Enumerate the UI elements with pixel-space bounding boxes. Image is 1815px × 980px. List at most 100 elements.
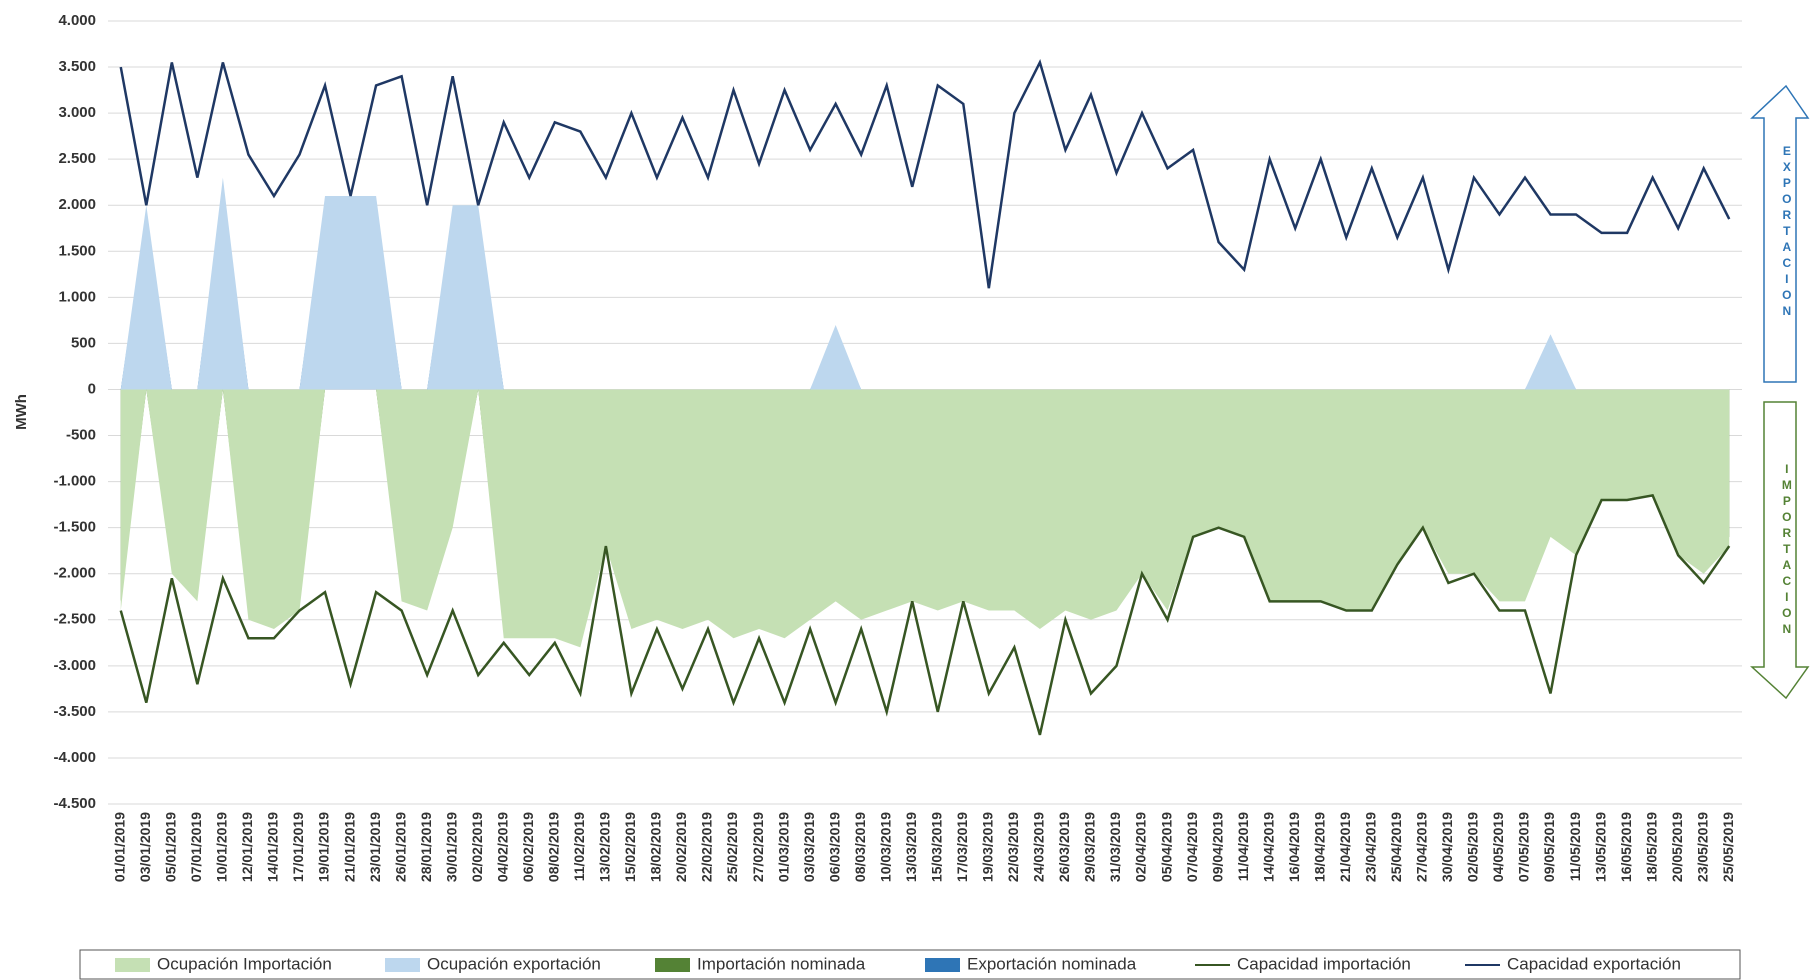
y-tick-label: 1.000 (58, 288, 96, 305)
y-axis-label: MWh (13, 394, 30, 430)
y-tick-label: 2.500 (58, 150, 96, 167)
x-tick-label: 04/02/2019 (494, 812, 510, 882)
x-tick-label: 25/05/2019 (1720, 812, 1736, 882)
y-tick-label: -3.500 (53, 703, 96, 720)
x-tick-label: 08/02/2019 (546, 812, 562, 882)
y-tick-label: -2.500 (53, 611, 96, 628)
x-tick-label: 05/01/2019 (163, 812, 179, 882)
x-tick-label: 23/01/2019 (367, 812, 383, 882)
x-tick-label: 17/03/2019 (954, 812, 970, 882)
x-tick-label: 19/03/2019 (980, 812, 996, 882)
x-tick-label: 02/02/2019 (469, 812, 485, 882)
import-annotation: IMPORTACION (1780, 462, 1794, 638)
x-tick-label: 16/04/2019 (1286, 812, 1302, 882)
x-tick-label: 02/05/2019 (1465, 812, 1481, 882)
y-tick-label: 500 (71, 334, 96, 351)
x-tick-label: 01/03/2019 (775, 812, 791, 882)
y-tick-label: 4.000 (58, 12, 96, 29)
x-tick-label: 20/05/2019 (1669, 812, 1685, 882)
legend-swatch (385, 958, 420, 972)
y-tick-label: 1.500 (58, 242, 96, 259)
area (120, 177, 1730, 390)
x-tick-label: 11/05/2019 (1567, 812, 1583, 882)
x-tick-label: 26/03/2019 (1056, 812, 1072, 882)
y-tick-label: -500 (66, 426, 96, 443)
x-tick-label: 22/03/2019 (1005, 812, 1021, 882)
y-tick-label: 3.000 (58, 104, 96, 121)
legend-swatch (655, 958, 690, 972)
x-tick-label: 13/05/2019 (1592, 812, 1608, 882)
x-tick-label: 17/01/2019 (290, 812, 306, 882)
x-tick-label: 25/04/2019 (1388, 812, 1404, 882)
import-arrow (1750, 401, 1810, 700)
x-tick-label: 23/05/2019 (1694, 812, 1710, 882)
x-tick-label: 10/01/2019 (214, 812, 230, 882)
x-tick-label: 07/01/2019 (188, 812, 204, 882)
export-arrow (1750, 84, 1810, 383)
line (119, 59, 1731, 289)
x-tick-label: 25/02/2019 (724, 812, 740, 882)
y-tick-label: 3.500 (58, 58, 96, 75)
x-tick-label: 07/04/2019 (1184, 812, 1200, 882)
x-tick-label: 18/04/2019 (1311, 812, 1327, 882)
x-tick-label: 05/04/2019 (1158, 812, 1174, 882)
x-tick-label: 18/05/2019 (1643, 812, 1659, 882)
x-tick-label: 23/04/2019 (1363, 812, 1379, 882)
x-tick-label: 21/04/2019 (1337, 812, 1353, 882)
legend-swatch (115, 958, 150, 972)
x-tick-label: 10/03/2019 (877, 812, 893, 882)
x-tick-label: 12/01/2019 (239, 812, 255, 882)
area (120, 389, 1730, 648)
x-tick-label: 11/02/2019 (571, 812, 587, 882)
x-tick-label: 04/05/2019 (1490, 812, 1506, 882)
legend-label: Exportación nominada (967, 954, 1137, 973)
x-tick-label: 09/04/2019 (1209, 812, 1225, 882)
x-tick-label: 27/02/2019 (750, 812, 766, 882)
x-tick-label: 13/03/2019 (903, 812, 919, 882)
export-annotation: EXPORTACION (1780, 144, 1794, 320)
legend-label: Ocupación Importación (157, 954, 332, 973)
x-tick-label: 15/03/2019 (928, 812, 944, 882)
x-tick-label: 22/02/2019 (699, 812, 715, 882)
x-tick-label: 30/01/2019 (443, 812, 459, 882)
x-tick-label: 31/03/2019 (1107, 812, 1123, 882)
x-tick-label: 30/04/2019 (1439, 812, 1455, 882)
x-tick-label: 24/03/2019 (1031, 812, 1047, 882)
x-tick-label: 16/05/2019 (1618, 812, 1634, 882)
y-tick-label: -1.000 (53, 473, 96, 490)
legend-label: Ocupación exportación (427, 954, 601, 973)
y-tick-label: -4.000 (53, 749, 96, 766)
line (119, 493, 1731, 736)
y-tick-label: -4.500 (53, 795, 96, 812)
x-tick-label: 06/02/2019 (520, 812, 536, 882)
x-tick-label: 06/03/2019 (826, 812, 842, 882)
x-tick-label: 29/03/2019 (1082, 812, 1098, 882)
x-tick-label: 18/02/2019 (648, 812, 664, 882)
x-tick-label: 13/02/2019 (597, 812, 613, 882)
x-tick-label: 27/04/2019 (1414, 812, 1430, 882)
x-tick-label: 11/04/2019 (1235, 812, 1251, 882)
x-tick-label: 19/01/2019 (316, 812, 332, 882)
x-tick-label: 26/01/2019 (392, 812, 408, 882)
legend-label: Capacidad importación (1237, 954, 1411, 973)
legend-label: Capacidad exportación (1507, 954, 1681, 973)
y-tick-label: -3.000 (53, 657, 96, 674)
legend-swatch (925, 958, 960, 972)
x-tick-label: 03/03/2019 (801, 812, 817, 882)
x-tick-label: 09/05/2019 (1541, 812, 1557, 882)
x-tick-label: 02/04/2019 (1133, 812, 1149, 882)
x-tick-label: 07/05/2019 (1516, 812, 1532, 882)
legend-label: Importación nominada (697, 954, 866, 973)
x-tick-label: 21/01/2019 (341, 812, 357, 882)
x-tick-label: 14/04/2019 (1260, 812, 1276, 882)
y-tick-label: -1.500 (53, 519, 96, 536)
y-tick-label: -2.000 (53, 565, 96, 582)
x-tick-label: 15/02/2019 (622, 812, 638, 882)
x-tick-label: 01/01/2019 (111, 812, 127, 882)
x-tick-label: 20/02/2019 (673, 812, 689, 882)
legend-box (79, 949, 1741, 980)
y-tick-label: 2.000 (58, 196, 96, 213)
y-tick-label: 0 (88, 380, 96, 397)
x-tick-label: 28/01/2019 (418, 812, 434, 882)
